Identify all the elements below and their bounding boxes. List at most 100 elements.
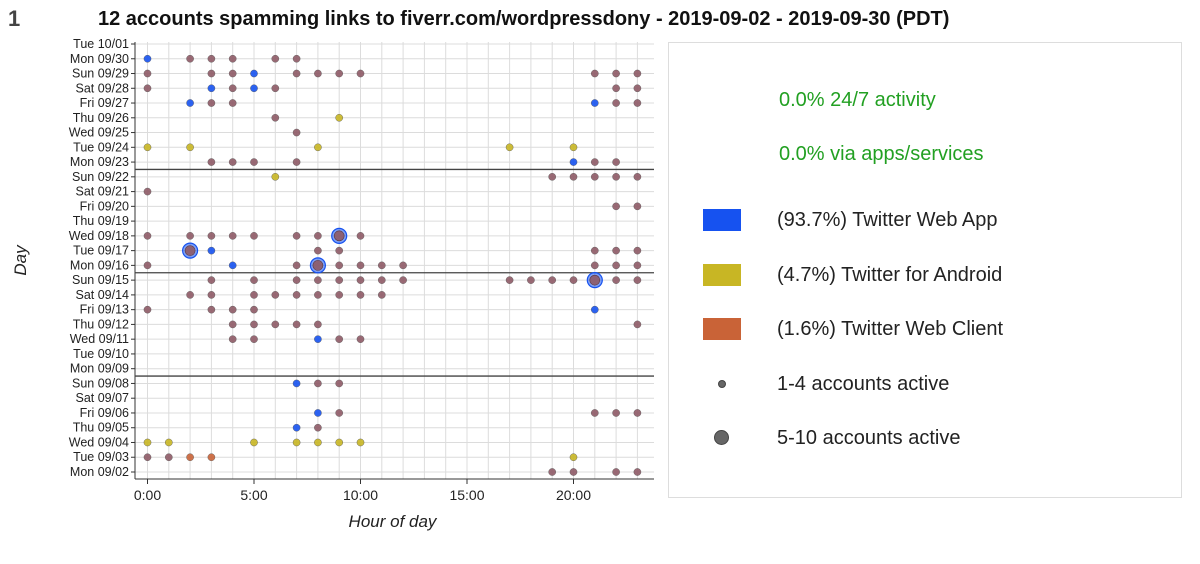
data-point xyxy=(164,453,173,462)
y-tick-label: Fri 09/06 xyxy=(80,406,129,420)
data-point xyxy=(314,291,322,299)
legend-label-android: (4.7%) Twitter for Android xyxy=(777,264,1003,286)
data-point xyxy=(591,305,599,314)
y-tick-label: Sun 09/22 xyxy=(72,170,129,184)
data-point xyxy=(612,409,620,417)
data-point xyxy=(314,69,322,78)
data-point xyxy=(292,261,301,270)
legend-label-small-size: 1-4 accounts active xyxy=(777,373,950,395)
data-point xyxy=(335,246,344,255)
legend-label-large-size: 5-10 accounts active xyxy=(777,427,961,449)
data-point xyxy=(292,128,301,137)
data-point xyxy=(612,173,620,181)
data-point xyxy=(399,261,407,270)
y-tick-label: Sat 09/14 xyxy=(75,288,129,302)
data-point xyxy=(186,291,194,299)
data-point xyxy=(633,173,642,181)
data-point xyxy=(143,84,152,93)
data-point xyxy=(335,438,344,447)
data-point xyxy=(271,173,280,181)
data-point-large xyxy=(333,230,345,242)
data-point xyxy=(314,143,322,152)
stat-24-7-activity: 0.0% 24/7 activity xyxy=(779,89,936,111)
data-point xyxy=(250,158,258,166)
data-point xyxy=(271,54,280,63)
data-point xyxy=(612,276,620,284)
data-point xyxy=(335,261,344,270)
data-point xyxy=(186,232,194,240)
data-point xyxy=(633,409,642,417)
y-tick-label: Tue 09/10 xyxy=(73,347,129,361)
data-point xyxy=(292,276,301,284)
data-point xyxy=(612,261,620,270)
data-point xyxy=(633,261,642,270)
data-point xyxy=(207,305,216,314)
data-point-large xyxy=(589,274,601,286)
data-point xyxy=(207,84,216,93)
data-point xyxy=(292,379,301,388)
data-point xyxy=(292,438,301,447)
data-point xyxy=(612,202,620,211)
y-tick-label: Tue 09/24 xyxy=(73,140,129,154)
y-tick-label: Mon 09/23 xyxy=(70,155,129,169)
data-point xyxy=(633,202,642,211)
data-point xyxy=(591,99,599,107)
data-point xyxy=(356,69,365,78)
data-point xyxy=(143,187,152,196)
y-tick-label: Sat 09/28 xyxy=(75,81,129,95)
data-point xyxy=(271,291,280,299)
data-point xyxy=(207,232,216,240)
legend-label-web-client: (1.6%) Twitter Web Client xyxy=(777,318,1004,340)
data-point xyxy=(228,320,237,329)
data-point xyxy=(143,54,152,63)
data-point xyxy=(633,320,642,329)
data-point-large xyxy=(184,245,196,256)
data-point-large xyxy=(312,260,324,271)
data-point xyxy=(527,276,535,284)
data-point xyxy=(143,232,152,240)
data-point xyxy=(250,438,258,447)
data-point xyxy=(548,276,557,284)
data-point xyxy=(250,276,258,284)
y-axis-label: Day xyxy=(11,244,30,276)
x-tick-label: 5:00 xyxy=(240,487,267,503)
data-point xyxy=(633,99,642,107)
data-point xyxy=(548,173,557,181)
data-point xyxy=(569,143,578,152)
data-point xyxy=(207,246,216,255)
data-point xyxy=(186,453,194,462)
x-tick-label: 15:00 xyxy=(449,487,484,503)
data-point xyxy=(207,158,216,166)
data-point xyxy=(207,276,216,284)
data-point xyxy=(356,276,365,284)
x-tick-label: 20:00 xyxy=(556,487,591,503)
data-point xyxy=(207,54,216,63)
data-point xyxy=(143,453,152,462)
data-point xyxy=(548,468,557,476)
data-point xyxy=(335,335,344,343)
data-point xyxy=(292,54,301,63)
data-point xyxy=(228,158,237,166)
data-point xyxy=(633,276,642,284)
data-point xyxy=(569,276,578,284)
data-point xyxy=(505,143,514,152)
data-point xyxy=(633,69,642,78)
data-point xyxy=(335,409,344,417)
data-point xyxy=(612,468,620,476)
y-tick-label: Tue 10/01 xyxy=(73,37,129,51)
legend-panel: 0.0% 24/7 activity 0.0% via apps/service… xyxy=(668,42,1182,498)
y-tick-label: Fri 09/13 xyxy=(80,303,129,317)
y-tick-label: Sun 09/08 xyxy=(72,376,129,390)
data-point xyxy=(143,69,152,78)
data-point xyxy=(591,261,599,270)
x-tick-label: 0:00 xyxy=(134,487,161,503)
data-point xyxy=(314,276,322,284)
data-point xyxy=(292,291,301,299)
y-tick-label: Tue 09/03 xyxy=(73,450,129,464)
data-point xyxy=(143,438,152,447)
figure-number: 1 xyxy=(8,6,21,31)
data-point xyxy=(356,291,365,299)
data-point xyxy=(591,69,599,78)
y-tick-label: Fri 09/20 xyxy=(80,199,129,213)
data-point xyxy=(250,335,258,343)
